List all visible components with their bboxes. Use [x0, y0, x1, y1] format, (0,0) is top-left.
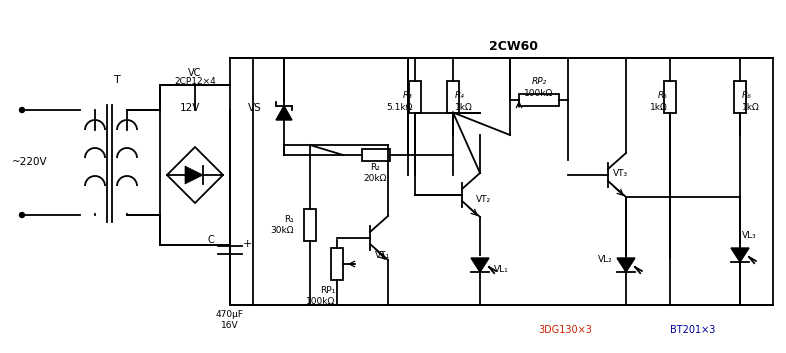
- Polygon shape: [471, 258, 489, 272]
- Text: R₄: R₄: [455, 90, 465, 100]
- Text: ~220V: ~220V: [12, 157, 48, 167]
- Text: 2CP12×4: 2CP12×4: [174, 78, 216, 86]
- Polygon shape: [185, 166, 203, 184]
- Bar: [362, 149, 390, 161]
- Bar: [734, 80, 746, 113]
- Polygon shape: [617, 258, 635, 272]
- Text: 1kΩ: 1kΩ: [650, 103, 668, 113]
- Text: VT₁: VT₁: [375, 251, 390, 259]
- Text: 1kΩ: 1kΩ: [742, 103, 760, 113]
- Bar: [409, 80, 421, 113]
- Bar: [331, 248, 343, 280]
- Text: 2CW60: 2CW60: [489, 40, 538, 53]
- Text: VT₃: VT₃: [613, 168, 628, 178]
- Text: 5.1kΩ: 5.1kΩ: [387, 103, 413, 113]
- Polygon shape: [731, 248, 749, 262]
- Text: C: C: [208, 235, 214, 245]
- Circle shape: [20, 213, 24, 217]
- Text: RP₂: RP₂: [531, 78, 546, 86]
- Text: R₂
20kΩ: R₂ 20kΩ: [364, 163, 387, 183]
- Text: +: +: [242, 239, 252, 249]
- Text: VL₃: VL₃: [742, 231, 757, 239]
- Bar: [304, 209, 316, 241]
- Text: VL₁: VL₁: [494, 265, 509, 275]
- Bar: [519, 94, 559, 106]
- Text: 3DG130×3: 3DG130×3: [538, 325, 592, 335]
- Bar: [664, 80, 676, 113]
- Text: RP₁
100kΩ: RP₁ 100kΩ: [306, 286, 335, 306]
- Polygon shape: [276, 106, 292, 120]
- Text: BT201×3: BT201×3: [670, 325, 716, 335]
- Text: R₁
30kΩ: R₁ 30kΩ: [270, 215, 294, 235]
- Text: 1kΩ: 1kΩ: [455, 103, 472, 113]
- Text: R₆: R₆: [742, 90, 752, 100]
- Text: R₃: R₃: [403, 90, 413, 100]
- Text: 100kΩ: 100kΩ: [524, 89, 553, 97]
- Bar: [160, 85, 230, 245]
- Text: 12V: 12V: [180, 103, 200, 113]
- Text: VL₂: VL₂: [598, 256, 613, 264]
- Bar: [447, 80, 459, 113]
- Text: T: T: [114, 75, 120, 85]
- Text: VS: VS: [248, 103, 262, 113]
- Text: 470μF
16V: 470μF 16V: [216, 310, 244, 330]
- Circle shape: [20, 108, 24, 113]
- Text: VC: VC: [189, 68, 202, 78]
- Bar: [253, 58, 773, 305]
- Text: VT₂: VT₂: [476, 196, 491, 204]
- Text: R₅: R₅: [658, 90, 668, 100]
